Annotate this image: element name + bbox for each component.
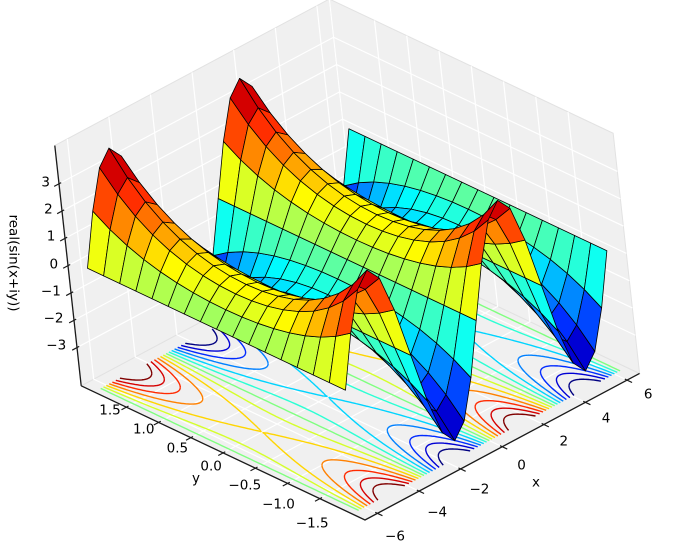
surface-plot-canvas <box>0 0 675 544</box>
3d-surface-figure: real(sin(x+iy)) x y −6 −4 −2 0 2 4 6 1.5 1.0 0.5… <box>0 0 675 544</box>
